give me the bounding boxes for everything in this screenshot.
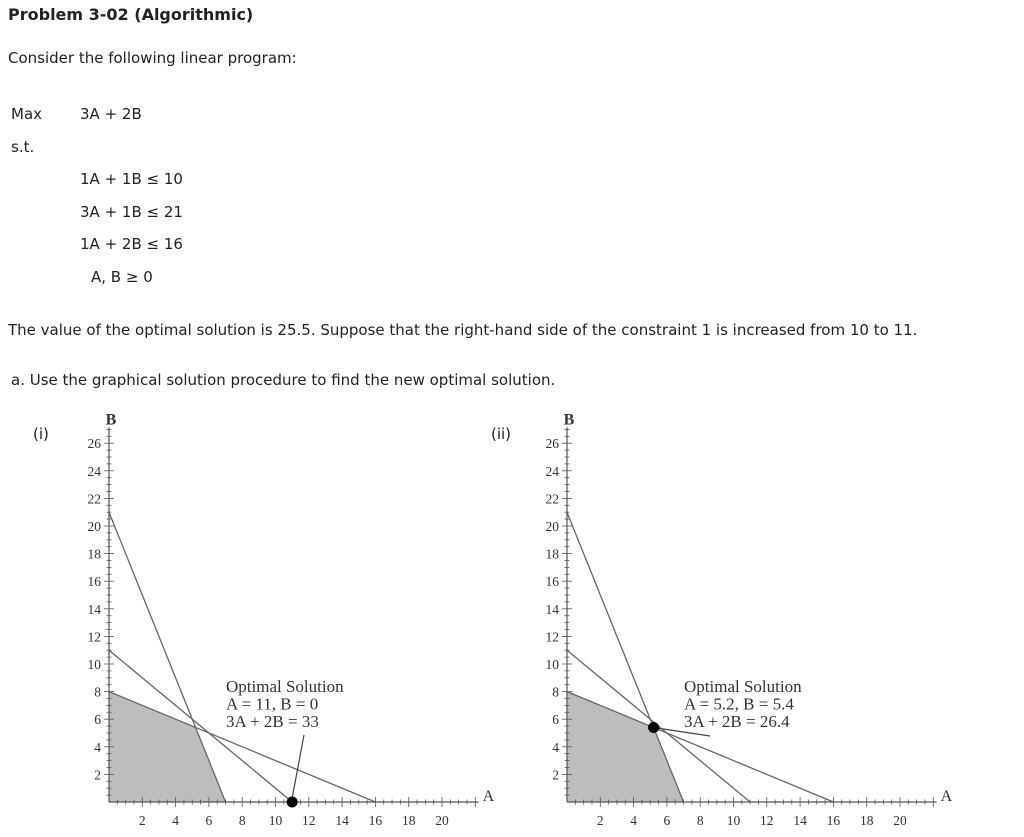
lp-max-label: Max [11, 105, 43, 123]
y-tick-label: 18 [88, 547, 102, 562]
y-tick-label: 14 [88, 602, 102, 617]
optimal-value-text: The value of the optimal solution is 25.… [8, 321, 918, 339]
constraint-line-3 [566, 690, 834, 803]
lp-objective: 3A + 2B [80, 105, 142, 123]
y-tick-label: 18 [546, 547, 560, 562]
graph-option-ii-label[interactable]: (ii) [491, 425, 512, 443]
optimal-solution-annotation: A = 11, B = 0 [226, 695, 318, 714]
x-tick-label: 18 [402, 813, 416, 828]
y-tick-label: 4 [94, 740, 101, 755]
y-tick-label: 6 [552, 712, 559, 727]
y-tick-label: 16 [88, 574, 102, 589]
x-tick-label: 20 [435, 813, 449, 828]
feasible-region [109, 691, 226, 802]
x-tick-label: 18 [860, 813, 874, 828]
x-tick-label: 6 [664, 813, 671, 828]
y-tick-label: 8 [94, 685, 101, 700]
optimal-solution-annotation: Optimal Solution [684, 677, 802, 696]
y-tick-label: 4 [552, 740, 559, 755]
lp-constraint-1: 1A + 1B ≤ 10 [80, 170, 183, 188]
y-tick-label: 26 [88, 436, 102, 451]
lp-constraint-2: 3A + 1B ≤ 21 [80, 203, 183, 221]
x-tick-label: 4 [630, 813, 637, 828]
problem-title: Problem 3-02 (Algorithmic) [8, 5, 254, 24]
y-tick-label: 12 [546, 629, 560, 644]
annotation-pointer [653, 726, 711, 737]
constraint-line-1 [108, 649, 293, 803]
x-axis-label: A [483, 788, 495, 805]
y-tick-label: 14 [546, 602, 560, 617]
constraint-line-2 [108, 511, 227, 803]
lp-st-label: s.t. [11, 138, 35, 156]
x-tick-label: 12 [302, 813, 316, 828]
x-tick-label: 12 [760, 813, 774, 828]
y-tick-label: 12 [88, 629, 102, 644]
optimal-point [286, 796, 298, 808]
y-axis-label: B [106, 411, 117, 428]
y-tick-label: 22 [546, 491, 560, 506]
y-tick-label: 10 [88, 657, 102, 672]
annotation-pointer [291, 734, 305, 799]
y-tick-label: 26 [546, 436, 560, 451]
x-tick-label: 10 [269, 813, 283, 828]
y-tick-label: 16 [546, 574, 560, 589]
x-tick-label: 16 [369, 813, 383, 828]
y-tick-label: 2 [552, 767, 559, 782]
y-tick-label: 24 [88, 464, 102, 479]
lp-constraint-3: 1A + 2B ≤ 16 [80, 235, 183, 253]
y-tick-label: 20 [88, 519, 102, 534]
constraint-line-2 [566, 511, 685, 803]
lp-nonnegativity: A, B ≥ 0 [91, 268, 153, 286]
y-tick-label: 10 [546, 657, 560, 672]
x-tick-label: 2 [139, 813, 146, 828]
optimal-point [648, 721, 660, 733]
x-tick-label: 16 [827, 813, 841, 828]
x-tick-label: 8 [697, 813, 704, 828]
optimal-solution-annotation: 3A + 2B = 26.4 [684, 712, 790, 731]
feasible-region [567, 691, 684, 802]
intro-text: Consider the following linear program: [8, 49, 297, 67]
y-tick-label: 22 [88, 491, 102, 506]
x-tick-label: 2 [597, 813, 604, 828]
optimal-solution-annotation: 3A + 2B = 33 [226, 712, 319, 731]
constraint-line-3 [108, 690, 376, 803]
x-tick-label: 8 [239, 813, 246, 828]
x-tick-label: 10 [727, 813, 741, 828]
x-axis-label: A [941, 788, 953, 805]
y-tick-label: 6 [94, 712, 101, 727]
part-a-question: a. Use the graphical solution procedure … [11, 371, 556, 389]
x-tick-label: 6 [206, 813, 213, 828]
y-tick-label: 20 [546, 519, 560, 534]
y-tick-label: 24 [546, 464, 560, 479]
x-tick-label: 20 [893, 813, 907, 828]
y-axis-label: B [564, 411, 575, 428]
x-tick-label: 14 [335, 813, 349, 828]
graph-option-i-label[interactable]: (i) [33, 425, 49, 443]
x-tick-label: 4 [172, 813, 179, 828]
x-tick-label: 14 [793, 813, 807, 828]
optimal-solution-annotation: A = 5.2, B = 5.4 [684, 695, 794, 714]
optimal-solution-annotation: Optimal Solution [226, 677, 344, 696]
y-tick-label: 2 [94, 767, 101, 782]
y-tick-label: 8 [552, 685, 559, 700]
